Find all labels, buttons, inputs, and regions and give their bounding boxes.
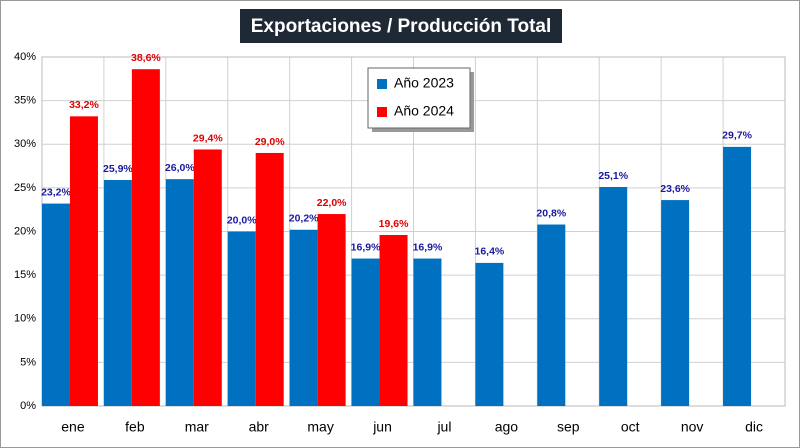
bar [475, 262, 504, 406]
value-label: 23,6% [660, 183, 690, 195]
x-tick-label: dic [745, 419, 763, 435]
value-label: 16,9% [413, 241, 443, 253]
bar [69, 116, 98, 406]
value-label: 23,2% [41, 186, 71, 198]
bar [317, 214, 346, 406]
value-label: 19,6% [379, 218, 409, 230]
bar [723, 146, 752, 406]
value-label: 29,4% [193, 132, 223, 144]
x-tick-label: may [307, 419, 333, 435]
x-tick-label: jul [436, 419, 451, 435]
x-tick-label: mar [185, 419, 209, 435]
bar [41, 203, 70, 406]
x-tick-label: jun [372, 419, 392, 435]
x-tick-label: ago [495, 419, 519, 435]
value-label: 25,9% [103, 163, 133, 175]
bar [193, 149, 222, 407]
x-tick-label: sep [557, 419, 580, 435]
x-tick-label: feb [125, 419, 145, 435]
value-label: 33,2% [69, 99, 99, 111]
value-label: 26,0% [165, 162, 195, 174]
x-tick-label: ene [61, 419, 85, 435]
x-tick-label: nov [681, 419, 704, 435]
legend-swatch [377, 107, 387, 117]
title-box [240, 9, 562, 43]
value-label: 16,9% [351, 241, 381, 253]
bar [227, 231, 256, 406]
bar [537, 224, 566, 406]
value-label: 16,4% [474, 246, 504, 258]
value-label: 38,6% [131, 52, 161, 64]
value-label: 29,7% [722, 130, 752, 142]
bar [351, 258, 380, 406]
y-tick-label: 25% [14, 182, 36, 194]
x-tick-label: abr [249, 419, 270, 435]
bar [165, 179, 194, 406]
bar [379, 234, 408, 406]
value-label: 20,8% [536, 207, 566, 219]
legend-swatch [377, 79, 387, 89]
bar [131, 69, 160, 406]
y-tick-label: 35% [14, 95, 36, 107]
value-label: 29,0% [255, 136, 285, 148]
value-label: 20,2% [289, 213, 319, 225]
value-label: 25,1% [598, 170, 628, 182]
bar [661, 200, 690, 406]
bar [255, 152, 284, 406]
legend-label: Año 2024 [394, 103, 454, 119]
y-tick-label: 40% [14, 51, 36, 63]
value-label: 22,0% [317, 197, 347, 209]
y-tick-label: 5% [20, 356, 36, 368]
y-tick-label: 30% [14, 138, 36, 150]
y-tick-label: 0% [20, 400, 36, 412]
y-tick-label: 15% [14, 269, 36, 281]
bar [103, 180, 132, 406]
bar [413, 258, 442, 406]
x-tick-label: oct [621, 419, 640, 435]
legend-box [367, 67, 471, 129]
y-tick-label: 20% [14, 225, 36, 237]
legend-label: Año 2023 [394, 75, 454, 91]
chart-title: Exportaciones / Producción Total [251, 16, 552, 37]
bar [599, 187, 628, 406]
bar [289, 229, 318, 406]
value-label: 20,0% [227, 214, 257, 226]
y-tick-label: 10% [14, 313, 36, 325]
